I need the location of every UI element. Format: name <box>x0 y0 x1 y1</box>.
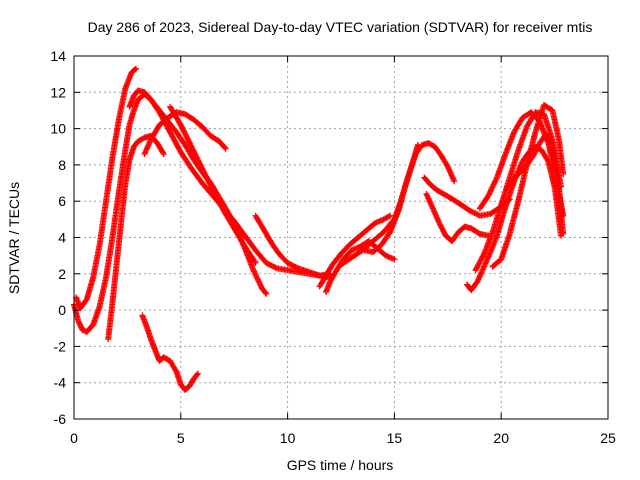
y-tick-label: 10 <box>50 121 66 137</box>
y-tick-label: -6 <box>54 411 67 427</box>
series-arc-10 <box>316 212 394 290</box>
data-point <box>194 371 201 378</box>
data-point <box>414 141 421 148</box>
y-tick-label: 12 <box>50 84 66 100</box>
grid <box>74 56 608 419</box>
x-axis-label: GPS time / hours <box>287 457 394 473</box>
data-point <box>560 230 567 237</box>
data-points <box>71 65 567 393</box>
y-tick-label: -4 <box>54 375 67 391</box>
data-point <box>132 65 139 72</box>
series-arc-7 <box>167 103 259 266</box>
data-point <box>251 258 258 265</box>
x-tick-label: 0 <box>70 430 78 446</box>
series-arc-19 <box>504 131 567 237</box>
data-point <box>391 256 398 263</box>
x-tick-label: 5 <box>177 430 185 446</box>
series-arc-6 <box>139 312 201 393</box>
y-tick-label: 6 <box>58 193 66 209</box>
series-arc-12 <box>338 141 421 268</box>
y-tick-label: 14 <box>50 48 66 64</box>
data-point <box>451 178 458 185</box>
axis-ticks: 0 5 10 15 20 25 -6 -4 -2 0 2 4 6 8 10 12 14 <box>50 48 616 446</box>
y-tick-label: -2 <box>54 338 67 354</box>
data-point <box>194 370 201 377</box>
y-tick-label: 0 <box>58 302 66 318</box>
series-arc-4 <box>105 132 167 343</box>
y-tick-label: 8 <box>58 157 66 173</box>
data-point <box>262 289 269 296</box>
data-point <box>131 66 138 73</box>
series-arc-8 <box>252 212 334 281</box>
y-tick-label: 2 <box>58 266 66 282</box>
data-point <box>263 290 270 297</box>
chart-title: Day 286 of 2023, Sidereal Day-to-day VTE… <box>88 19 593 35</box>
series-arc-5 <box>141 109 229 158</box>
x-tick-label: 20 <box>493 430 509 446</box>
data-point <box>272 264 279 271</box>
data-point <box>221 144 228 151</box>
data-point <box>82 297 89 304</box>
x-tick-label: 15 <box>387 430 403 446</box>
y-tick-label: 4 <box>58 230 66 246</box>
data-point <box>293 264 300 271</box>
data-point <box>252 259 259 266</box>
y-axis-label: SDTVAR / TECUs <box>6 182 22 294</box>
x-tick-label: 10 <box>280 430 296 446</box>
series-arc-14 <box>423 190 492 245</box>
data-point <box>222 145 229 152</box>
data-point <box>160 151 167 158</box>
data-point <box>387 212 394 219</box>
x-tick-label: 25 <box>600 430 616 446</box>
data-point <box>385 213 392 220</box>
data-point <box>560 170 567 177</box>
series-arc-2 <box>73 65 139 312</box>
